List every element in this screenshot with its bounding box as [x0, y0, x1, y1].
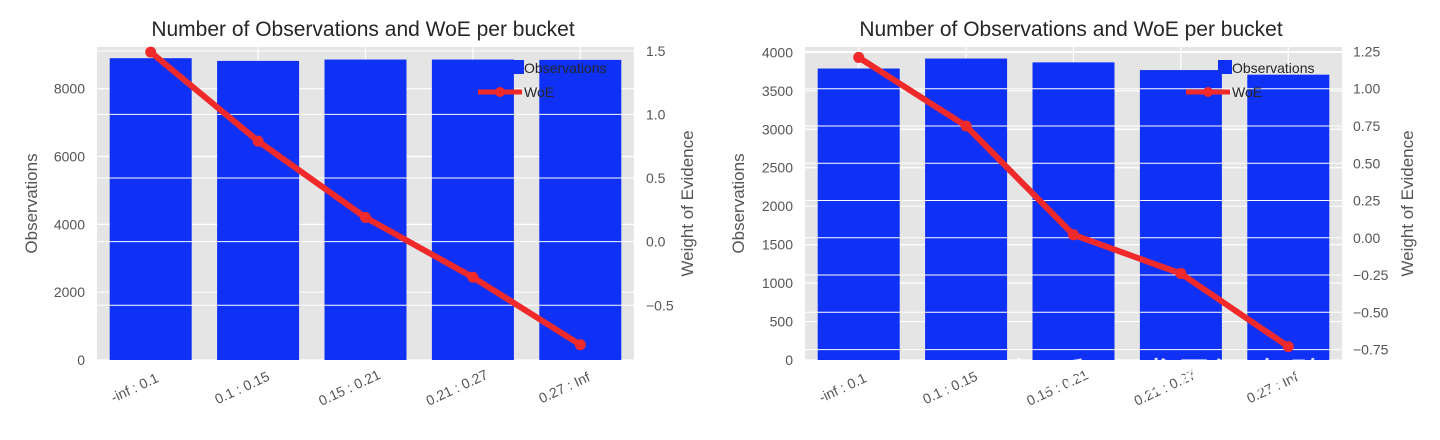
y2-tick-label: 1.00 — [1353, 81, 1380, 97]
y-tick-label: 3500 — [762, 83, 793, 99]
y-tick-label: 500 — [770, 314, 794, 330]
y2-tick-label: 1.25 — [1353, 43, 1380, 59]
y-tick-label: 4000 — [54, 216, 85, 232]
woe-point — [360, 211, 371, 223]
woe-point — [145, 46, 157, 58]
y2-axis-label: Weight of Evidence — [678, 130, 697, 276]
y2-tick-label: −0.25 — [1353, 267, 1389, 283]
bar-observations — [1032, 62, 1115, 361]
woe-point — [467, 271, 479, 283]
bar-observations — [324, 59, 407, 361]
bar-observations — [925, 58, 1008, 361]
woe-point — [960, 120, 972, 132]
y2-tick-label: 0.00 — [1353, 230, 1380, 246]
chart-right: 0 500 1000 1500 2000 2500 3000 3500 4000 −0.75 −0.… — [729, 18, 1417, 409]
legend-label-observations: Observations — [1232, 60, 1314, 76]
woe-point — [252, 135, 264, 147]
y2-tick-label: −0.5 — [646, 297, 674, 313]
y-tick-label: 2500 — [762, 160, 793, 176]
y2-tick-label: −0.75 — [1353, 342, 1389, 358]
bar-observations — [539, 59, 622, 361]
x-tick-label: 0.27 : Inf — [536, 369, 592, 407]
y-axis-label: Observations — [22, 153, 41, 253]
legend-label-woe: WoE — [1232, 84, 1262, 100]
woe-point — [1175, 268, 1187, 280]
y-tick-label: 6000 — [54, 149, 85, 165]
watermark: 知乎 @求是汪在路上 — [1012, 357, 1365, 399]
woe-point — [1282, 341, 1294, 353]
y-tick-label: 1500 — [762, 237, 793, 253]
y-tick-label: 0 — [77, 352, 85, 368]
y2-tick-label: 1.0 — [646, 106, 666, 122]
x-tick-label: 0.21 : 0.27 — [423, 366, 490, 409]
y-tick-label: 2000 — [54, 284, 85, 300]
bar-observations — [109, 58, 192, 361]
y2-axis-label: Weight of Evidence — [1398, 130, 1417, 276]
y2-tick-label: 0.5 — [646, 170, 666, 186]
y2-tick-label: 1.5 — [646, 43, 666, 59]
legend-label-woe: WoE — [524, 84, 554, 100]
bar-observations — [817, 68, 900, 360]
chart-title: Number of Observations and WoE per bucke… — [151, 18, 574, 41]
y2-tick-label: 0.25 — [1353, 193, 1380, 209]
bar-observations — [1139, 70, 1222, 360]
legend-swatch-observations — [1218, 60, 1232, 74]
legend-swatch-observations — [510, 60, 524, 74]
y2-tick-label: −0.50 — [1353, 304, 1389, 320]
y-tick-label: 8000 — [54, 81, 85, 97]
bar-observations — [1247, 74, 1330, 361]
y-tick-label: 0 — [785, 352, 793, 368]
y-axis-label: Observations — [729, 153, 748, 253]
woe-point — [1068, 229, 1079, 241]
y2-tick-label: 0.75 — [1353, 118, 1380, 134]
woe-point — [853, 51, 865, 63]
y-tick-label: 2000 — [762, 198, 793, 214]
y2-tick-label: 0.0 — [646, 234, 666, 250]
y-tick-label: 3000 — [762, 121, 793, 137]
x-tick-label: 0.15 : 0.21 — [316, 366, 383, 409]
y-tick-label: 4000 — [762, 44, 793, 60]
chart-left: 0 2000 4000 6000 8000 −0.5 0.0 0.5 1.0 1.5 -inf : … — [22, 18, 697, 409]
woe-point — [574, 339, 586, 351]
x-tick-label: -inf : 0.1 — [108, 369, 161, 405]
x-tick-label: 0.1 : 0.15 — [212, 368, 272, 407]
y2-tick-label: 0.50 — [1353, 155, 1380, 171]
chart-title: Number of Observations and WoE per bucke… — [859, 18, 1282, 41]
legend-label-observations: Observations — [524, 60, 606, 76]
bar-observations — [431, 59, 514, 361]
legend-marker-woe — [1203, 87, 1213, 97]
bar-observations — [217, 60, 300, 361]
legend-marker-woe — [495, 87, 505, 97]
x-tick-label: -inf : 0.1 — [816, 369, 869, 405]
y-tick-label: 1000 — [762, 275, 793, 291]
x-tick-label: 0.1 : 0.15 — [920, 368, 980, 407]
